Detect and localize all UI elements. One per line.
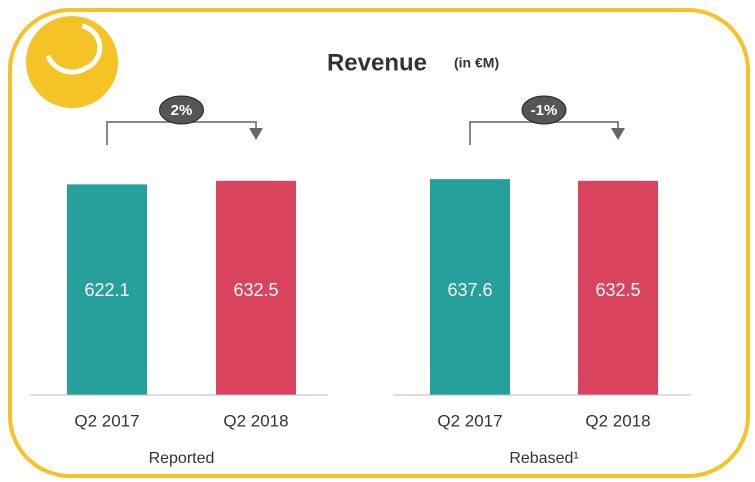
change-bracket xyxy=(469,121,619,145)
arrow-head xyxy=(249,128,263,140)
value-label: 632.5 xyxy=(233,280,278,300)
x-tick-label: Q2 2017 xyxy=(74,411,139,430)
bar xyxy=(216,180,296,395)
change-label: 2% xyxy=(171,102,193,119)
title: Revenue xyxy=(327,49,427,76)
bar xyxy=(578,180,658,395)
bar xyxy=(67,184,147,395)
x-tick-label: Q2 2018 xyxy=(585,411,650,430)
change-bracket xyxy=(106,121,257,145)
x-tick-label: Q2 2017 xyxy=(437,411,502,430)
value-label: 637.6 xyxy=(447,280,492,300)
subtitle: (in €M) xyxy=(454,55,499,71)
x-tick-label: Q2 2018 xyxy=(223,411,288,430)
logo xyxy=(26,16,118,108)
change-badge xyxy=(159,95,204,125)
change-badge xyxy=(521,95,567,125)
logo-arc xyxy=(45,23,103,75)
arrow-head xyxy=(611,128,625,140)
panel-label: Rebased¹ xyxy=(509,450,578,467)
frame xyxy=(8,8,750,478)
panel-label: Reported xyxy=(149,450,215,467)
change-label: -1% xyxy=(531,102,558,119)
bar xyxy=(430,179,510,395)
value-label: 622.1 xyxy=(84,280,129,300)
value-label: 632.5 xyxy=(595,280,640,300)
